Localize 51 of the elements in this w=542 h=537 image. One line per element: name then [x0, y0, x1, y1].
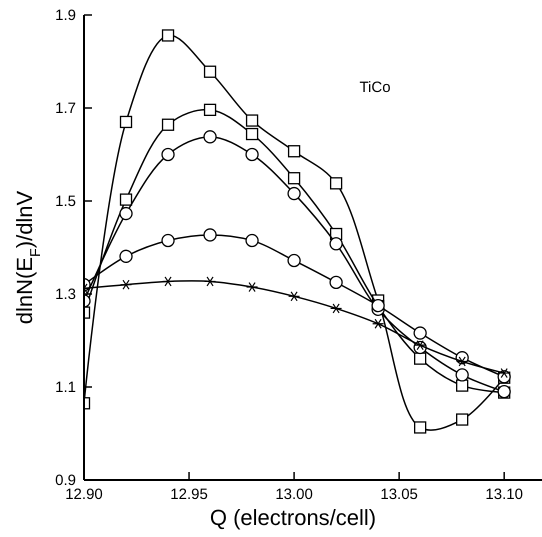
point — [119, 206, 133, 220]
x-tick-label: 12.90 — [65, 486, 103, 503]
point — [203, 228, 217, 242]
point — [119, 250, 133, 263]
point — [120, 116, 132, 128]
point — [414, 352, 426, 365]
point — [246, 128, 258, 140]
point — [456, 413, 468, 426]
point — [287, 186, 301, 200]
point — [414, 340, 426, 350]
point — [162, 276, 174, 287]
point — [245, 234, 259, 248]
x-tick-label: 12.95 — [170, 486, 208, 503]
point — [330, 303, 342, 314]
y-tick-label: 1.9 — [55, 7, 76, 24]
point — [246, 282, 258, 292]
point — [204, 66, 216, 78]
x-tick-label: 13.05 — [380, 486, 418, 503]
y-tick-label: 1.7 — [55, 100, 76, 117]
x-tick-label: 13.00 — [275, 486, 313, 503]
point — [456, 368, 469, 382]
point — [120, 193, 132, 206]
x-tick-label: 13.10 — [485, 486, 523, 503]
point — [288, 145, 300, 158]
point — [329, 276, 343, 290]
point — [204, 276, 216, 287]
annotation: TiCo — [359, 79, 391, 96]
point — [287, 254, 301, 268]
point — [161, 148, 175, 162]
point — [161, 234, 175, 248]
point — [372, 318, 384, 329]
y-tick-label: 1.5 — [55, 193, 76, 210]
point — [288, 291, 300, 302]
point — [329, 237, 343, 250]
x-axis-title: Q (electrons/cell) — [210, 505, 376, 530]
y-tick-label: 1.1 — [55, 379, 76, 396]
point — [245, 148, 259, 162]
point — [162, 118, 174, 131]
point — [413, 326, 427, 340]
y-tick-label: 0.9 — [55, 472, 76, 489]
point — [246, 114, 258, 127]
point — [120, 280, 132, 290]
point — [414, 421, 426, 434]
point — [330, 177, 342, 190]
y-tick-label: 1.3 — [55, 286, 76, 303]
point — [204, 104, 216, 116]
point — [162, 29, 174, 42]
point — [203, 130, 217, 144]
point — [456, 356, 468, 367]
point — [456, 379, 468, 392]
point — [288, 172, 300, 184]
